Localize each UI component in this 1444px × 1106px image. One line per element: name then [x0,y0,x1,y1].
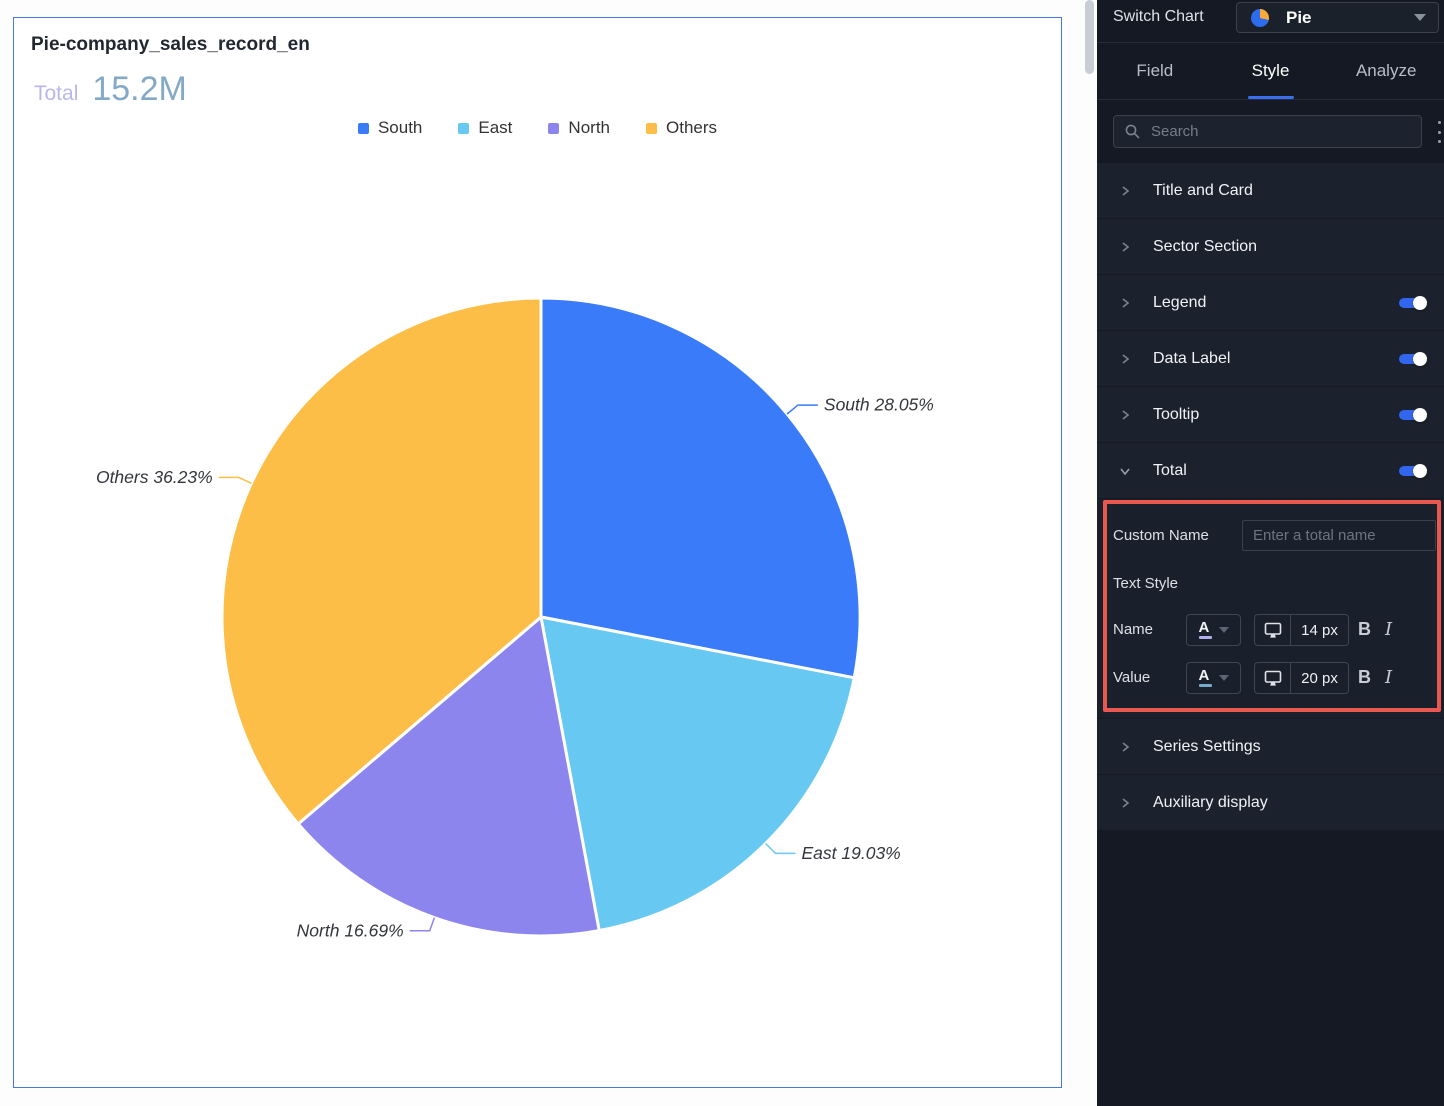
value-style-row: Value A 20 px B I [1097,662,1444,694]
name-font-size-control[interactable]: 14 px [1254,614,1349,646]
chevron-right-icon [1119,741,1131,753]
section-label: Tooltip [1153,405,1200,423]
section-label: Auxiliary display [1153,793,1268,811]
name-italic-button[interactable]: I [1385,619,1393,640]
legend-item-east[interactable]: East [458,118,512,138]
chevron-down-icon [1218,675,1229,681]
pie-data-label: South 28.05% [824,395,934,415]
chart-type-value: Pie [1286,7,1312,27]
chevron-right-icon [1119,409,1131,421]
legend-swatch [357,122,369,134]
total-label: Total [34,82,79,105]
value-bold-button[interactable]: B [1358,667,1371,687]
label-leader-line [218,476,252,484]
section-label: Data Label [1153,349,1231,367]
name-font-size-value: 14 px [1301,621,1338,639]
chevron-down-icon [1218,627,1229,633]
chevron-down-icon [1119,465,1131,477]
label-leader-line [409,917,436,932]
chart-type-dropdown[interactable]: Pie [1236,2,1439,33]
chevron-right-icon [1119,353,1131,365]
chevron-down-icon [1414,14,1426,21]
name-row-label: Name [1113,621,1154,638]
name-style-row: Name A 14 px B I [1097,614,1444,646]
section-label: Title and Card [1153,181,1253,199]
chart-title: Pie-company_sales_record_en [31,34,310,55]
style-settings-panel: Switch Chart Pie Field Style Analyze Tit… [1097,0,1444,1106]
panel-tabs: Field Style Analyze [1097,43,1444,100]
custom-name-label: Custom Name [1113,527,1209,544]
tooltip-toggle-on[interactable] [1399,408,1427,422]
chevron-right-icon [1119,241,1131,253]
legend-item-north[interactable]: North [548,118,610,138]
chart-card: Pie-company_sales_record_en Total 15.2M … [13,17,1062,1088]
tab-field[interactable]: Field [1136,61,1174,80]
legend-swatch [646,122,657,134]
data-label-toggle-on[interactable] [1399,352,1427,366]
total-summary: Total 15.2M [34,70,187,109]
legend-toggle-on[interactable] [1399,296,1427,310]
total-settings-panel: Custom Name Text Style Name A 14 px B I … [1097,499,1444,718]
section-series-settings[interactable]: Series Settings [1097,719,1444,774]
pie-chart-type-icon [1251,8,1269,27]
search-row [1097,100,1444,163]
pie-data-label: North 16.69% [297,920,404,940]
total-value: 15.2M [92,70,187,108]
search-icon [1125,124,1140,139]
pie-slice-south[interactable] [539,296,862,680]
custom-name-input[interactable] [1242,520,1436,551]
section-data-label[interactable]: Data Label [1097,331,1444,386]
section-auxiliary-display[interactable]: Auxiliary display [1097,775,1444,830]
label-leader-line [786,404,818,415]
section-label: Sector Section [1153,237,1258,255]
value-italic-button[interactable]: I [1385,667,1393,688]
tab-style[interactable]: Style [1213,43,1329,99]
section-title-and-card[interactable]: Title and Card [1097,163,1444,218]
switch-chart-label: Switch Chart [1113,8,1204,25]
legend-item-south[interactable]: South [357,118,423,138]
legend-swatch [458,122,470,134]
name-font-color-picker[interactable]: A [1186,614,1241,646]
search-box [1113,115,1422,148]
section-label: Legend [1153,293,1207,311]
legend-label: East [478,118,513,137]
tab-analyze[interactable]: Analyze [1355,61,1417,80]
legend-label: North [568,118,610,137]
value-font-size-control[interactable]: 20 px [1254,662,1349,694]
section-total[interactable]: Total [1097,443,1444,498]
legend-label: South [377,118,423,137]
section-label: Total [1153,461,1187,479]
name-bold-button[interactable]: B [1358,619,1371,639]
font-color-a-icon: A [1198,620,1212,640]
kebab-menu-icon[interactable] [1435,121,1443,143]
legend-swatch [548,122,560,134]
chevron-right-icon [1119,797,1131,809]
value-row-label: Value [1113,669,1151,686]
chart-legend: South East North Others [14,118,1061,138]
value-font-size-value: 20 px [1301,669,1338,687]
monitor-icon [1255,663,1291,693]
value-font-color-picker[interactable]: A [1186,662,1241,694]
pie-slice-north[interactable] [296,615,601,938]
chevron-right-icon [1119,185,1131,197]
section-legend[interactable]: Legend [1097,275,1444,330]
vertical-scrollbar-thumb[interactable] [1085,0,1094,74]
legend-label: Others [666,118,718,137]
pie-data-label: Others 36.23% [96,467,213,487]
section-tooltip[interactable]: Tooltip [1097,387,1444,442]
font-color-a-icon: A [1198,668,1212,688]
total-toggle-on[interactable] [1399,464,1427,478]
search-input[interactable] [1149,122,1421,141]
section-sector-section[interactable]: Sector Section [1097,219,1444,274]
section-label: Series Settings [1153,737,1261,755]
monitor-icon [1255,615,1291,645]
label-leader-line [765,842,796,855]
legend-item-others[interactable]: Others [646,118,717,138]
text-style-label: Text Style [1113,575,1179,592]
pie-slice-others[interactable] [220,296,543,826]
switch-chart-bar: Switch Chart Pie [1097,0,1444,43]
pie-data-label: East 19.03% [802,843,901,863]
chevron-right-icon [1119,297,1131,309]
